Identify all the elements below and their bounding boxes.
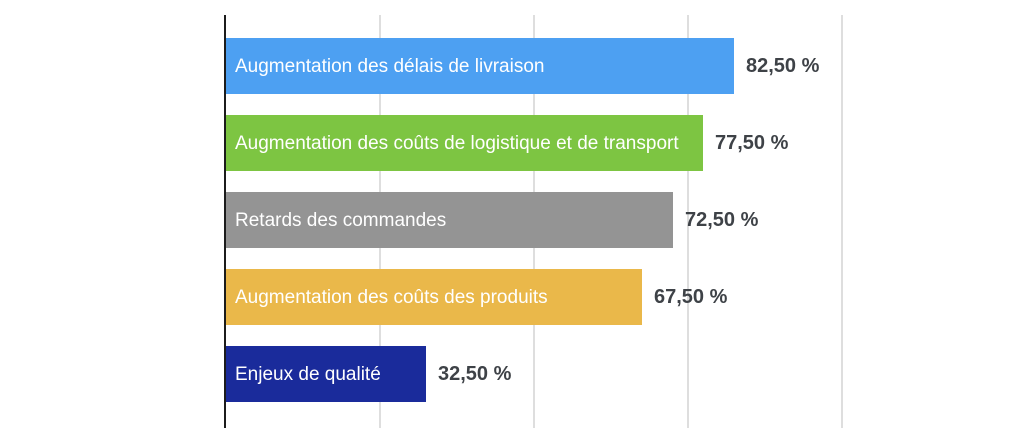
- bar: Augmentation des coûts des produits: [226, 269, 642, 325]
- gridline-100: [841, 15, 843, 428]
- bar: Augmentation des coûts de logistique et …: [226, 115, 703, 171]
- value-label: 77,50 %: [715, 132, 789, 154]
- bar-row: Augmentation des coûts de logistique et …: [226, 115, 903, 171]
- y-axis-line: [224, 15, 226, 428]
- value-label: 32,50 %: [438, 363, 512, 385]
- gridline-75: [687, 15, 689, 428]
- bar-row: Retards des commandes 72,50 %: [226, 192, 873, 248]
- bar-label: Augmentation des délais de livraison: [235, 56, 545, 77]
- bar-label: Augmentation des coûts de logistique et …: [235, 133, 679, 154]
- bar-label: Retards des commandes: [235, 210, 447, 231]
- bar: Enjeux de qualité: [226, 346, 426, 402]
- bar-row: Enjeux de qualité 32,50 %: [226, 346, 626, 402]
- bar-row: Augmentation des coûts des produits 67,50…: [226, 269, 842, 325]
- bar-label: Augmentation des coûts des produits: [235, 287, 548, 308]
- value-label: 72,50 %: [685, 209, 759, 231]
- bar: Augmentation des délais de livraison: [226, 38, 734, 94]
- bar-row: Augmentation des délais de livraison 82,5…: [226, 38, 934, 94]
- bar: Retards des commandes: [226, 192, 673, 248]
- value-label: 82,50 %: [746, 55, 820, 77]
- value-label: 67,50 %: [654, 286, 728, 308]
- bar-label: Enjeux de qualité: [235, 364, 381, 385]
